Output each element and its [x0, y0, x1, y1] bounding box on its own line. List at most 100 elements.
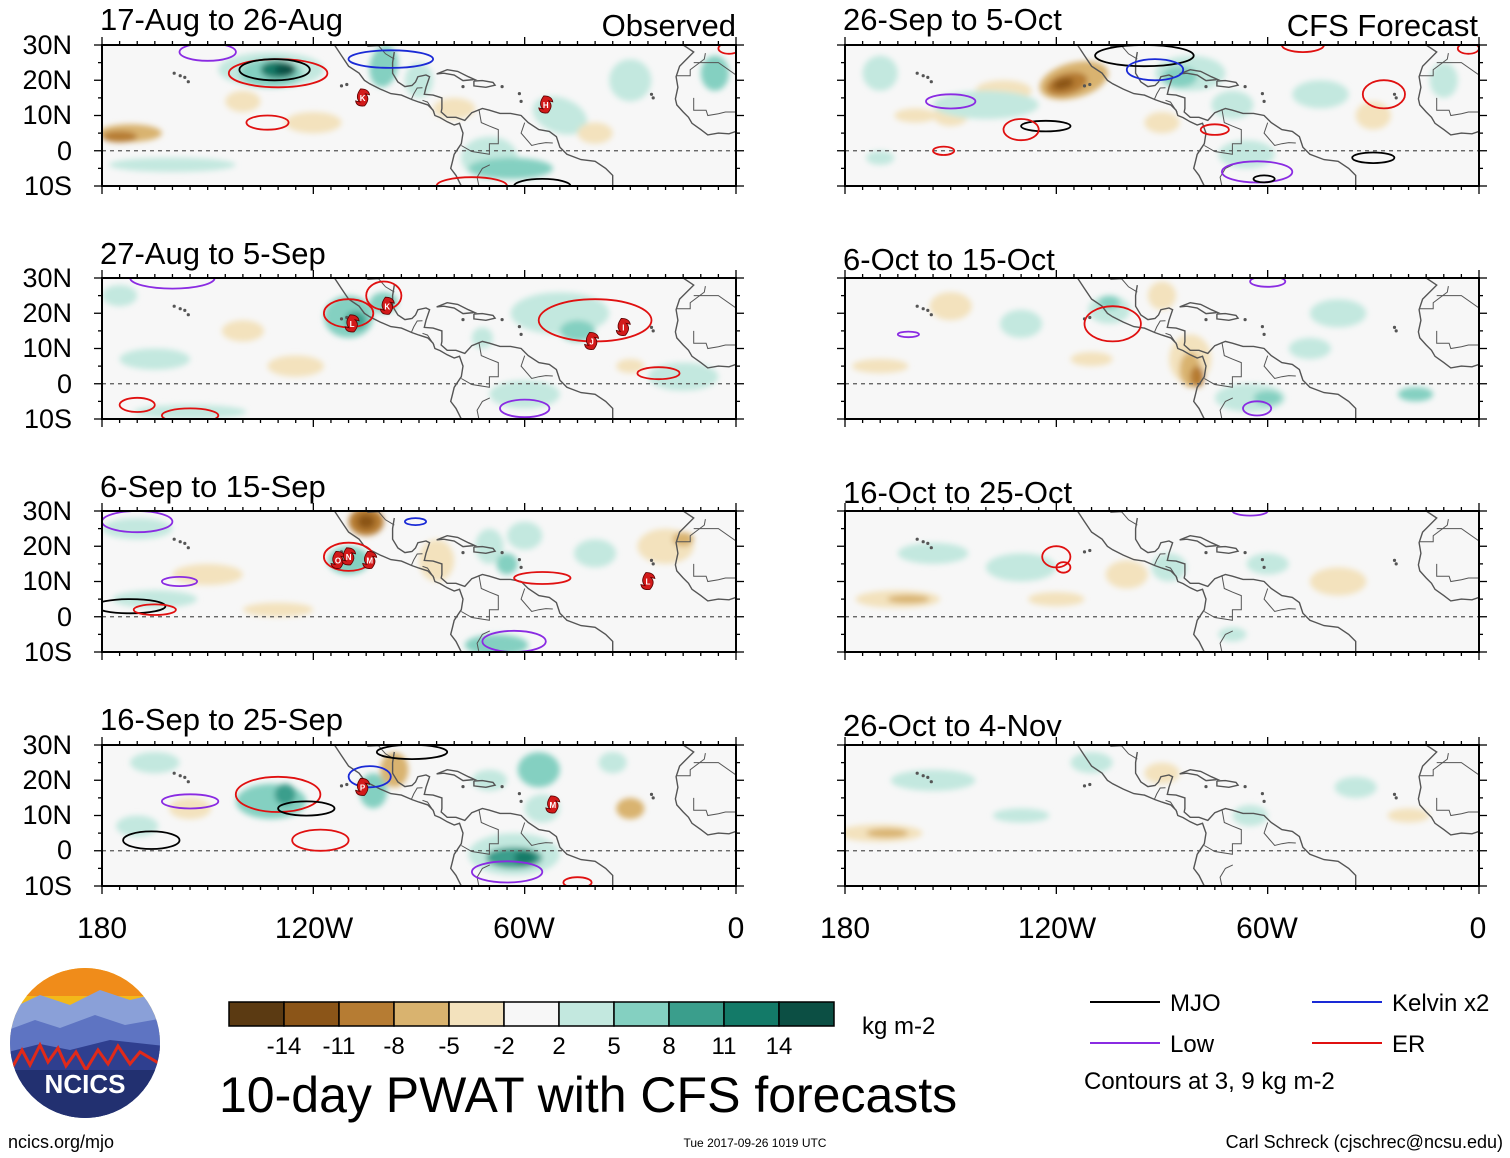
colorbar-tick: 14	[766, 1033, 793, 1060]
island	[915, 304, 919, 308]
low-contour	[102, 511, 174, 534]
er-contour	[118, 396, 156, 413]
island	[1243, 318, 1247, 322]
island	[921, 774, 925, 778]
colorbar-swatch	[393, 1001, 450, 1027]
colorbar-tick: 2	[552, 1033, 565, 1060]
island	[500, 85, 504, 89]
er-contour	[1361, 79, 1406, 110]
cyclone-symbol	[584, 331, 600, 350]
credit: Carl Schreck (cjschrec@ncsu.edu)	[1226, 1132, 1503, 1152]
island	[929, 313, 933, 317]
lat-label: 0	[57, 835, 72, 865]
tropical-cyclone-icon: L	[344, 314, 360, 333]
tropical-cyclone-icon: N	[341, 547, 357, 566]
island	[183, 75, 187, 79]
coastlines	[915, 511, 1479, 652]
coastlines	[915, 745, 1479, 886]
er-contour	[717, 45, 736, 55]
er-contour	[1083, 305, 1142, 343]
lon-label: 120W	[275, 912, 354, 945]
lat-label: 10N	[22, 800, 72, 830]
anomaly-blob	[1147, 281, 1177, 310]
er-contour	[513, 571, 572, 585]
island	[1082, 784, 1087, 788]
panel-title: 26-Sep to 5-Oct	[843, 2, 1062, 37]
anomaly-blob	[274, 783, 296, 806]
low-contour	[470, 860, 544, 884]
island	[1088, 82, 1092, 87]
panel-title: 16-Oct to 25-Oct	[843, 475, 1073, 510]
cyclone-symbol	[545, 795, 561, 814]
panel-title: 16-Sep to 25-Sep	[100, 702, 343, 737]
colorbar-swatch	[503, 1001, 560, 1027]
low-contour	[160, 576, 198, 588]
island	[921, 74, 925, 78]
pwat-anomaly-field	[845, 752, 1430, 842]
anomaly-blob	[102, 285, 138, 307]
anomaly-blob	[897, 542, 969, 564]
anomaly-blob	[108, 157, 236, 172]
anomaly-blob	[559, 320, 596, 342]
island	[1260, 792, 1264, 796]
island	[1260, 558, 1264, 562]
er-contour	[234, 775, 322, 813]
lat-label: 30N	[22, 30, 72, 60]
kel-contour	[403, 517, 427, 526]
tropical-cyclone-icon: M	[362, 550, 378, 569]
storm-letter: J	[589, 338, 593, 347]
island	[926, 308, 930, 312]
anomaly-blob	[577, 122, 613, 144]
colorbar-tick: -14	[267, 1033, 302, 1060]
er-contour	[132, 603, 177, 616]
mjo-contour	[1094, 45, 1195, 68]
low-contour	[1231, 511, 1269, 517]
axis-ticks	[837, 737, 1487, 894]
island	[926, 75, 930, 79]
island	[519, 99, 523, 103]
anomaly-blob	[475, 528, 504, 564]
storm-letter: K	[360, 94, 366, 103]
mjo-contour	[102, 598, 167, 615]
island	[926, 541, 930, 546]
coastlines	[172, 745, 736, 886]
island	[929, 546, 933, 550]
tropical-cyclone-icon: I	[615, 317, 631, 336]
er-contour	[161, 407, 220, 419]
island	[183, 541, 187, 546]
island	[1394, 96, 1398, 100]
er-contour	[1002, 118, 1040, 142]
colorbar-swatch	[558, 1001, 615, 1027]
wave-contours	[925, 45, 1479, 184]
colorbar-tick: 11	[712, 1033, 737, 1060]
anomaly-blob	[1429, 62, 1458, 98]
low-contour	[178, 45, 237, 62]
anomaly-blob	[285, 112, 342, 134]
anomaly-blob	[1070, 352, 1113, 367]
storm-letter: H	[543, 101, 549, 110]
island	[172, 71, 176, 75]
coastlines	[172, 278, 736, 419]
anomaly-blob	[887, 594, 930, 604]
kel-contour	[347, 765, 392, 789]
island	[345, 782, 349, 787]
panel-title: 6-Oct to 15-Oct	[843, 242, 1055, 277]
anomaly-blob	[1218, 140, 1275, 169]
legend-label: ER	[1392, 1031, 1425, 1058]
lat-labels-row2: 30N 20N 10N 0 10S	[22, 263, 72, 434]
legend-label: Kelvin x2	[1392, 990, 1489, 1017]
anomaly-blob	[1398, 387, 1434, 402]
anomaly-blob	[369, 45, 399, 88]
island	[178, 774, 182, 778]
low-contour	[1221, 160, 1294, 184]
island	[186, 80, 190, 84]
anomaly-blob	[929, 292, 972, 321]
kel-contour	[1125, 58, 1185, 82]
island	[183, 308, 187, 312]
island	[186, 313, 190, 317]
anomaly-blob	[130, 752, 180, 774]
map-panel-3	[94, 503, 744, 660]
island	[1088, 548, 1092, 553]
lon-label: 0	[1470, 912, 1487, 945]
island	[500, 318, 504, 322]
